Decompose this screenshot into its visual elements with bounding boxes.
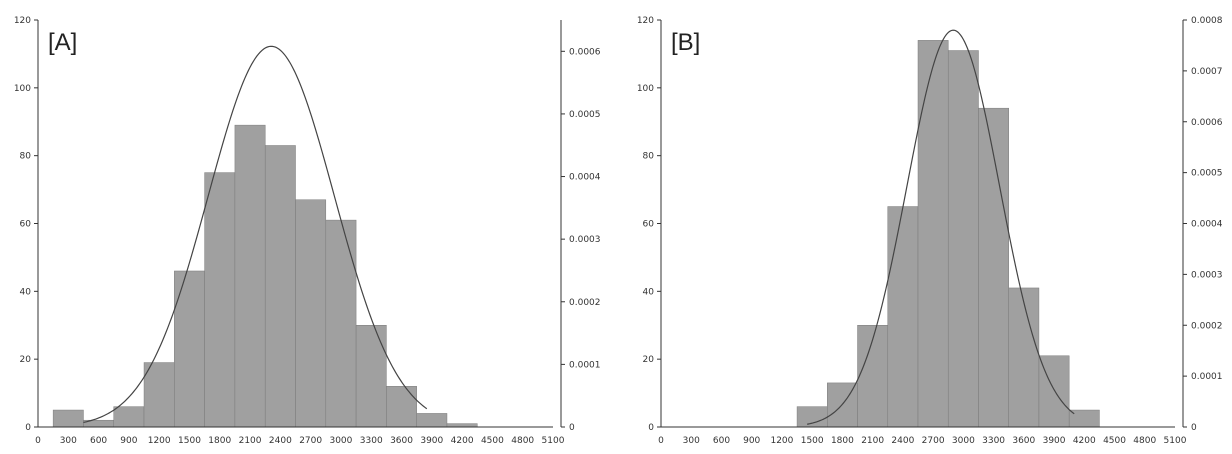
panel-label: [A] — [48, 29, 77, 56]
x-tick-label: 2100 — [239, 436, 262, 446]
y-left-tick-label: 120 — [14, 16, 31, 26]
y-left-tick-label: 0 — [25, 423, 31, 433]
x-tick-label: 600 — [90, 436, 107, 446]
y-right-tick-label: 0.0003 — [1191, 270, 1223, 280]
histogram-bar — [1008, 287, 1040, 428]
x-tick-label: 1200 — [770, 436, 793, 446]
density-curve — [83, 45, 428, 424]
y-right-tick-label: 0.0006 — [569, 47, 601, 57]
y-left-tick-label: 20 — [643, 355, 655, 365]
histogram-panel-b: 02040608010012000.00010.00020.00030.0004… — [637, 16, 1223, 446]
y-left-tick-label: 120 — [637, 16, 654, 26]
y-left-tick-label: 0 — [648, 423, 654, 433]
y-right-tick-label: 0.0004 — [569, 173, 601, 183]
histogram-bar — [947, 50, 979, 428]
x-tick-label: 900 — [120, 436, 137, 446]
y-left-tick-label: 80 — [643, 152, 655, 162]
x-tick-label: 3000 — [952, 436, 975, 446]
y-left-tick-label: 100 — [14, 84, 31, 94]
x-tick-label: 4800 — [511, 436, 534, 446]
y-right-tick-label: 0 — [1191, 423, 1197, 433]
x-tick-label: 2700 — [922, 436, 945, 446]
x-tick-label: 1800 — [208, 436, 231, 446]
x-tick-label: 2700 — [299, 436, 322, 446]
x-tick-label: 1500 — [801, 436, 824, 446]
histogram-bar — [295, 199, 327, 428]
x-tick-label: 0 — [658, 436, 664, 446]
y-left-tick-label: 40 — [20, 287, 32, 297]
panel-label: [B] — [671, 29, 700, 56]
x-tick-label: 3000 — [329, 436, 352, 446]
x-tick-label: 300 — [683, 436, 700, 446]
histogram-bar — [204, 172, 236, 428]
y-right-tick-label: 0.0002 — [569, 298, 601, 308]
x-tick-label: 0 — [35, 436, 41, 446]
x-tick-label: 2400 — [891, 436, 914, 446]
x-tick-label: 4200 — [1073, 436, 1096, 446]
y-right-tick-label: 0.0008 — [1191, 16, 1223, 26]
x-tick-label: 300 — [60, 436, 77, 446]
y-right-tick-label: 0.0003 — [569, 235, 601, 245]
x-tick-label: 3300 — [982, 436, 1005, 446]
y-left-tick-label: 80 — [20, 152, 32, 162]
y-right-tick-label: 0.0002 — [1191, 321, 1223, 331]
x-tick-label: 5100 — [542, 436, 565, 446]
x-tick-label: 1800 — [831, 436, 854, 446]
histogram-bar — [52, 409, 84, 428]
x-tick-label: 3900 — [1043, 436, 1066, 446]
y-right-tick-label: 0.0005 — [569, 110, 601, 120]
y-left-tick-label: 60 — [643, 220, 655, 230]
x-tick-label: 1200 — [148, 436, 171, 446]
x-tick-label: 4500 — [481, 436, 504, 446]
y-right-tick-label: 0.0004 — [1191, 220, 1223, 230]
x-tick-label: 2400 — [269, 436, 292, 446]
histogram-bar — [174, 270, 205, 428]
histogram-bar — [264, 145, 296, 428]
x-tick-label: 1500 — [178, 436, 201, 446]
histogram-bar — [386, 386, 417, 428]
histogram-bar — [325, 219, 357, 428]
density-curve — [807, 29, 1075, 425]
x-tick-label: 3600 — [1012, 436, 1035, 446]
x-tick-label: 600 — [713, 436, 730, 446]
y-left-tick-label: 20 — [20, 355, 32, 365]
histogram-bar — [887, 206, 919, 428]
histogram-bar — [416, 413, 448, 428]
x-tick-label: 900 — [743, 436, 760, 446]
y-right-tick-label: 0.0005 — [1191, 169, 1223, 179]
x-tick-label: 4800 — [1133, 436, 1156, 446]
x-tick-label: 3600 — [390, 436, 413, 446]
histogram-bar — [113, 406, 145, 428]
histogram-panel-a: 02040608010012000.00010.00020.00030.0004… — [14, 16, 601, 446]
x-tick-label: 3300 — [360, 436, 383, 446]
y-right-tick-label: 0.0001 — [1191, 372, 1223, 382]
y-left-tick-label: 60 — [20, 220, 32, 230]
y-right-tick-label: 0.0006 — [1191, 118, 1223, 128]
x-tick-label: 2100 — [861, 436, 884, 446]
histogram-bar — [234, 124, 266, 428]
y-right-tick-label: 0 — [569, 423, 575, 433]
y-right-tick-label: 0.0007 — [1191, 67, 1223, 77]
x-tick-label: 4500 — [1103, 436, 1126, 446]
y-left-tick-label: 100 — [637, 84, 654, 94]
x-tick-label: 3900 — [420, 436, 443, 446]
x-tick-label: 4200 — [451, 436, 474, 446]
y-right-tick-label: 0.0001 — [569, 360, 601, 370]
histogram-bar — [978, 107, 1009, 428]
histogram-bar — [355, 325, 387, 428]
histogram-bar — [1068, 409, 1100, 428]
histogram-bar — [796, 406, 828, 428]
x-tick-label: 5100 — [1164, 436, 1187, 446]
histogram-bar — [143, 362, 175, 428]
histogram-bar — [917, 40, 949, 428]
histogram-bar — [446, 423, 478, 428]
histogram-bar — [857, 325, 889, 428]
y-left-tick-label: 40 — [643, 287, 655, 297]
